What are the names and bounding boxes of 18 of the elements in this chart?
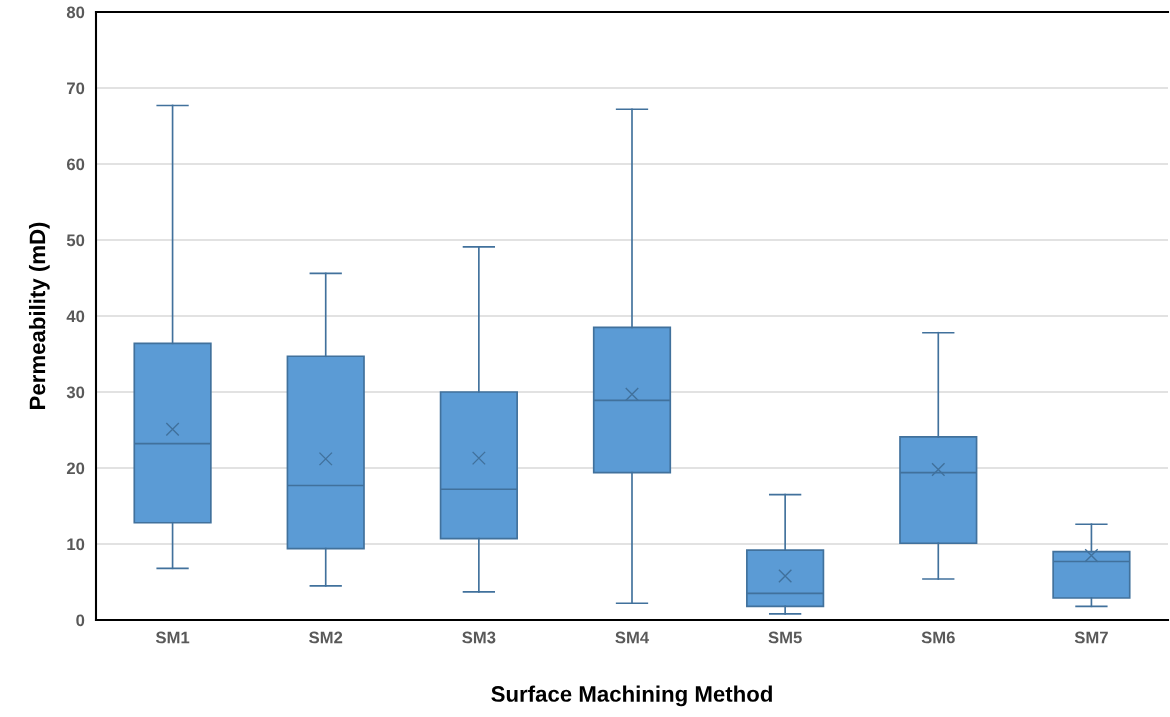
y-tick-label: 60 <box>66 158 85 171</box>
x-tick-label: SM2 <box>309 631 343 644</box>
y-tick-label: 50 <box>66 234 85 247</box>
y-axis-title: Permeability (mD) <box>28 222 50 409</box>
x-tick-label: SM1 <box>155 631 190 644</box>
y-tick-label: 80 <box>66 6 85 19</box>
y-tick-label: 30 <box>66 386 85 399</box>
x-tick-label: SM6 <box>921 631 955 644</box>
y-tick-label: 10 <box>67 538 85 551</box>
y-tick-label: 70 <box>67 82 85 95</box>
x-tick-label: SM3 <box>462 631 496 644</box>
y-tick-label: 40 <box>66 310 85 323</box>
x-tick-label: SM4 <box>615 631 650 644</box>
y-tick-label: 20 <box>66 462 85 475</box>
x-tick-label: SM7 <box>1074 631 1108 644</box>
x-tick-label: SM5 <box>768 631 802 644</box>
x-axis-title: Surface Machining Method <box>491 685 772 707</box>
y-tick-label: 0 <box>76 614 85 627</box>
